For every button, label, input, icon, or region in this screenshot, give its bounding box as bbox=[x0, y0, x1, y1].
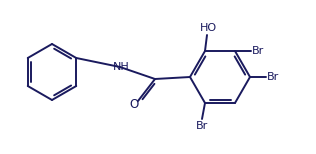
Text: Br: Br bbox=[267, 72, 279, 82]
Text: Br: Br bbox=[196, 121, 208, 131]
Text: NH: NH bbox=[112, 62, 129, 72]
Text: Br: Br bbox=[252, 46, 264, 56]
Text: O: O bbox=[129, 97, 139, 111]
Text: HO: HO bbox=[199, 23, 216, 33]
